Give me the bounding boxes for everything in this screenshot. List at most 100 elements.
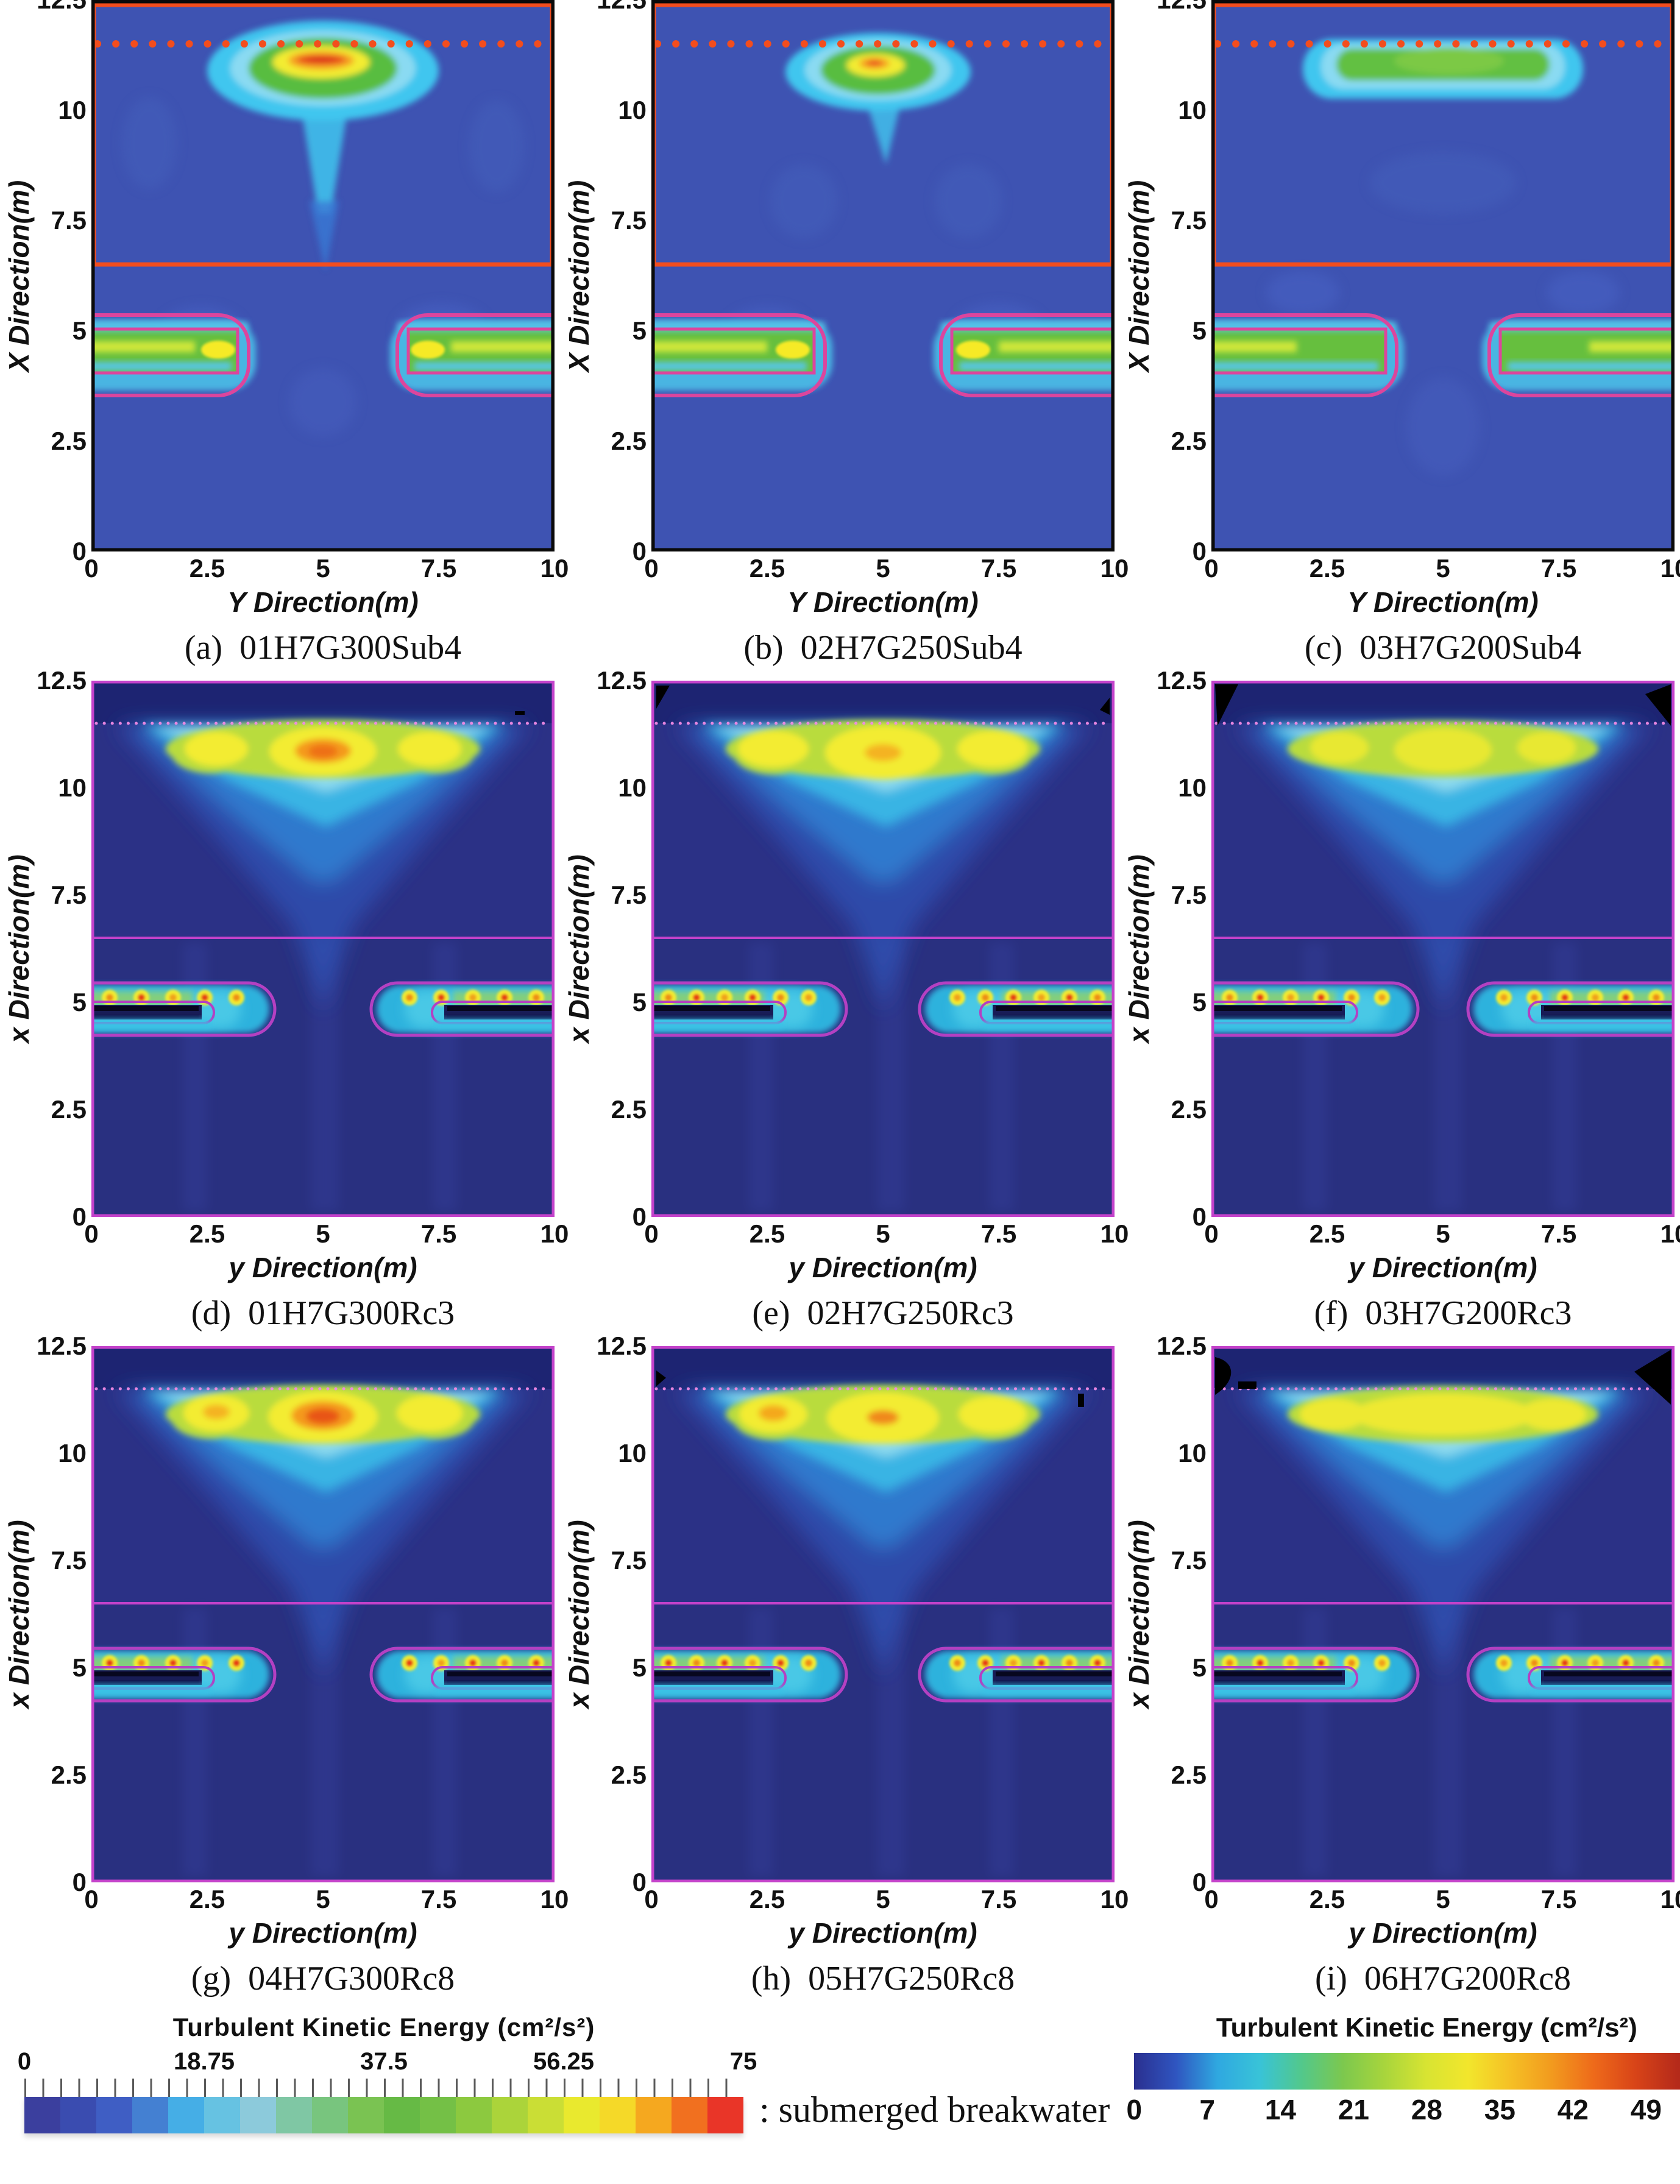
caption-tag: (g) bbox=[191, 1960, 232, 1998]
tick-label: 2.5 bbox=[749, 1885, 785, 1913]
panel-caption: (c) 03H7G200Sub4 bbox=[1211, 628, 1675, 667]
contour-plot-h bbox=[651, 1346, 1115, 1882]
tick-label: 37.5 bbox=[360, 2048, 408, 2075]
artifact-speck bbox=[1215, 684, 1671, 726]
y-axis: x Direction(m) 12.5 10 7.5 5 2.5 0 bbox=[0, 666, 91, 1231]
panel-d: x Direction(m) 12.5 10 7.5 5 2.5 0 bbox=[0, 666, 569, 1338]
tick-label: 0 bbox=[72, 1868, 87, 1896]
tick-label: 2.5 bbox=[51, 1760, 87, 1789]
y-axis: x Direction(m) 12.5 10 7.5 5 2.5 0 bbox=[1120, 666, 1211, 1231]
x-axis-title: y Direction(m) bbox=[1349, 1917, 1537, 1949]
breakwater-right bbox=[934, 313, 1115, 397]
tick-label: 12.5 bbox=[1157, 666, 1207, 695]
x-axis-title: y Direction(m) bbox=[229, 1252, 417, 1283]
colorbar-title: Turbulent Kinetic Energy (cm²/s²) bbox=[1216, 2013, 1637, 2043]
caption-tag: (e) bbox=[752, 1294, 790, 1332]
tick-label: 5 bbox=[632, 988, 647, 1016]
tick-label: 49 bbox=[1630, 2094, 1662, 2126]
y-tick-labels: 12.5 10 7.5 5 2.5 0 bbox=[1139, 1331, 1207, 1896]
panel-caption: (f) 03H7G200Rc3 bbox=[1211, 1294, 1675, 1333]
plot-frame bbox=[1211, 681, 1675, 1217]
tke-plume bbox=[1236, 1386, 1650, 1675]
tick-label: 5 bbox=[316, 554, 330, 583]
panel-caption: (i) 06H7G200Rc8 bbox=[1211, 1959, 1675, 1998]
caption-tag: (c) bbox=[1304, 629, 1343, 667]
tick-label: 5 bbox=[876, 554, 890, 583]
colorbar-segment bbox=[168, 2097, 204, 2133]
tick-label: 5 bbox=[1192, 316, 1207, 345]
tke-plume bbox=[785, 33, 971, 165]
plot-frame bbox=[1211, 0, 1675, 551]
y-tick-labels: 12.5 10 7.5 5 2.5 0 bbox=[19, 1331, 87, 1896]
y-axis: x Direction(m) 12.5 10 7.5 5 2.5 0 bbox=[560, 1331, 651, 1896]
tick-label: 10 bbox=[58, 96, 87, 124]
tick-label: 10 bbox=[1660, 1219, 1680, 1248]
panel-caption: (h) 05H7G250Rc8 bbox=[651, 1959, 1115, 1998]
tick-label: 0 bbox=[72, 537, 87, 566]
caption-tag: (b) bbox=[743, 629, 784, 667]
tick-label: 2.5 bbox=[51, 1095, 87, 1124]
tick-label: 5 bbox=[632, 1653, 647, 1682]
tick-label: 0 bbox=[84, 1885, 99, 1913]
contour-plot-a bbox=[91, 0, 555, 551]
colorbar-segment bbox=[420, 2097, 456, 2133]
x-axis-title: Y Direction(m) bbox=[787, 586, 979, 618]
tick-label: 10 bbox=[540, 1219, 569, 1248]
y-tick-labels: 12.5 10 7.5 5 2.5 0 bbox=[1139, 666, 1207, 1231]
tick-label: 5 bbox=[1436, 1219, 1450, 1248]
contour-plot-i bbox=[1211, 1346, 1675, 1882]
tick-label: 10 bbox=[1100, 554, 1129, 583]
lcs-left bbox=[91, 981, 277, 1037]
tick-label: 5 bbox=[876, 1885, 890, 1913]
caption-tag: (f) bbox=[1314, 1294, 1349, 1332]
tick-label: 5 bbox=[316, 1885, 330, 1913]
tick-label: 0 bbox=[1192, 1202, 1207, 1231]
lcs-left bbox=[1211, 981, 1420, 1037]
caption-code: 03H7G200Sub4 bbox=[1359, 629, 1582, 667]
breakwater-left bbox=[91, 313, 256, 397]
breakwater-right bbox=[1482, 313, 1675, 397]
tick-label: 7.5 bbox=[1540, 1885, 1577, 1913]
caption-code: 02H7G250Sub4 bbox=[800, 629, 1023, 667]
artifact-speck bbox=[515, 711, 525, 715]
tick-label: 5 bbox=[316, 1219, 330, 1248]
colorbar-tick-labels: 0714212835424956 bbox=[1127, 2093, 1680, 2127]
figure-row-3: x Direction(m) 12.5 10 7.5 5 2.5 0 bbox=[0, 1331, 1680, 2003]
breakwater-left bbox=[1211, 313, 1404, 397]
contour-plot-g bbox=[91, 1346, 555, 1882]
y-tick-labels: 12.5 10 7.5 5 2.5 0 bbox=[19, 666, 87, 1231]
tick-label: 2.5 bbox=[749, 554, 785, 583]
tick-label: 2.5 bbox=[189, 1219, 225, 1248]
tick-label: 7.5 bbox=[51, 1546, 87, 1575]
caption-code: 05H7G250Rc8 bbox=[808, 1960, 1015, 1998]
y-tick-labels: 12.5 10 7.5 5 2.5 0 bbox=[19, 0, 87, 566]
tick-label: 10 bbox=[540, 554, 569, 583]
caption-tag: (i) bbox=[1315, 1960, 1347, 1998]
tick-label: 0 bbox=[1204, 1885, 1219, 1913]
colorbar-segment bbox=[564, 2097, 600, 2133]
lcs-right bbox=[369, 1647, 555, 1703]
colorbar-segment bbox=[636, 2097, 672, 2133]
panel-caption: (d) 01H7G300Rc3 bbox=[91, 1294, 555, 1333]
y-axis: x Direction(m) 12.5 10 7.5 5 2.5 0 bbox=[1120, 1331, 1211, 1896]
tick-label: 2.5 bbox=[1309, 554, 1345, 583]
colorbar-segment bbox=[132, 2097, 168, 2133]
panel-f: x Direction(m) 12.5 10 7.5 5 2.5 0 bbox=[1120, 666, 1680, 1338]
tick-label: 2.5 bbox=[611, 1095, 647, 1124]
colorbar-segments bbox=[24, 2097, 743, 2133]
plot-frame bbox=[651, 681, 1115, 1217]
tick-label: 2.5 bbox=[749, 1219, 785, 1248]
panel-caption: (g) 04H7G300Rc8 bbox=[91, 1959, 555, 1998]
x-axis-title: y Direction(m) bbox=[789, 1252, 977, 1283]
tick-label: 0 bbox=[632, 1868, 647, 1896]
colorbar-segment bbox=[528, 2097, 564, 2133]
x-tick-labels: 0 2.5 5 7.5 10 bbox=[644, 1882, 1129, 1916]
tick-label: 10 bbox=[1100, 1219, 1129, 1248]
tick-label: 2.5 bbox=[189, 1885, 225, 1913]
tick-label: 7.5 bbox=[1540, 1219, 1577, 1248]
lcs-right bbox=[918, 1647, 1115, 1703]
tick-label: 10 bbox=[1178, 96, 1207, 124]
